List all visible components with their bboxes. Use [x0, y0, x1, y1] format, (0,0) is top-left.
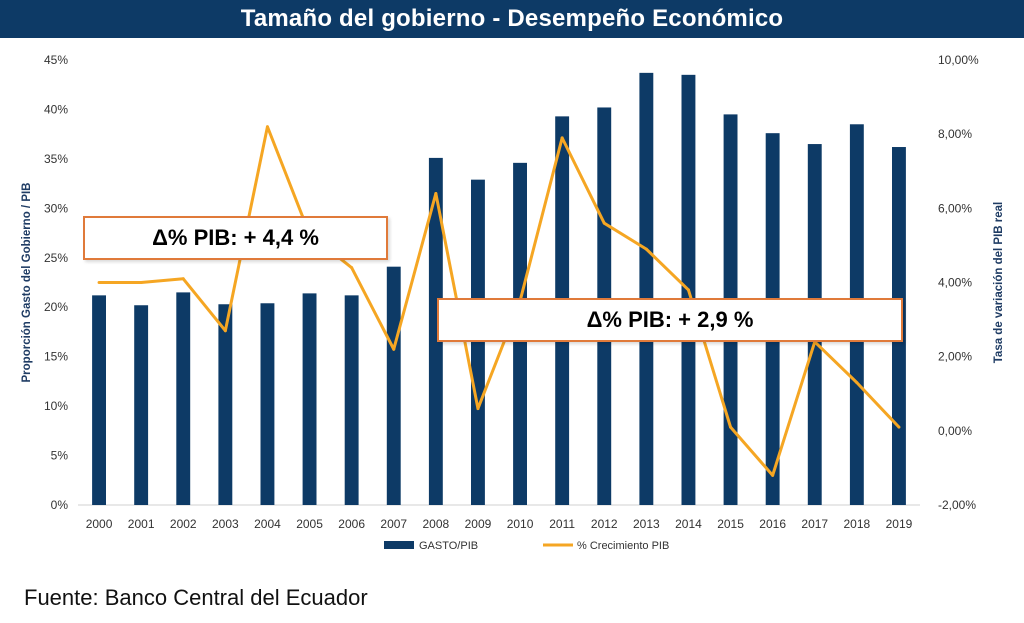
callout-gdp-growth-second-period: Δ% PIB: + 2,9 % [437, 298, 903, 342]
line-point [771, 473, 775, 477]
y-tick-label: 0% [51, 498, 69, 512]
y-axis-title: Proporción Gasto del Gobierno / PIB [21, 183, 33, 383]
y-tick-label: 45% [44, 53, 68, 67]
y2-tick-label: 8,00% [938, 127, 972, 141]
bar-gasto-pib [428, 157, 443, 505]
line-point [139, 281, 143, 284]
bar-gasto-pib [639, 72, 654, 505]
bar-gasto-pib [176, 292, 191, 505]
y-tick-label: 15% [44, 350, 68, 364]
y-tick-label: 10% [44, 399, 68, 413]
bar-gasto-pib [92, 295, 106, 505]
x-tick-label: 2007 [380, 517, 407, 531]
legend-label-line: % Crecimiento PIB [577, 540, 669, 552]
line-point [476, 407, 480, 411]
line-point [729, 425, 733, 429]
y2-tick-label: 4,00% [938, 276, 972, 290]
line-point [602, 221, 606, 225]
bar-gasto-pib [218, 304, 233, 505]
x-tick-label: 2010 [507, 517, 534, 531]
combo-chart: 0% 5% 10% 15% 20% 25% 30% 35% 40% 45% -2,00% 0,00% 2… [21, 53, 1005, 552]
x-tick-label: 2017 [801, 517, 828, 531]
y-tick-label: 40% [44, 102, 68, 116]
title-bar: Tamaño del gobierno - Desempeño Económic… [0, 0, 1024, 38]
bar-gasto-pib [302, 293, 317, 505]
line-crecimiento-pib [99, 125, 901, 477]
callout-gdp-growth-first-period: Δ% PIB: + 4,4 % [83, 216, 388, 260]
line-point [223, 329, 227, 333]
x-tick-label: 2018 [843, 517, 870, 531]
x-tick-label: 2013 [633, 517, 660, 531]
x-tick-label: 2001 [128, 517, 155, 531]
x-tick-label: 2005 [296, 517, 323, 531]
y2-tick-label: 6,00% [938, 201, 972, 215]
x-tick-label: 2015 [717, 517, 744, 531]
bar-gasto-pib [134, 305, 149, 505]
page-title: Tamaño del gobierno - Desempeño Económic… [240, 5, 784, 32]
y2-tick-label: 10,00% [938, 53, 979, 67]
source-note: Fuente: Banco Central del Ecuador [24, 585, 368, 610]
line-point [265, 125, 269, 129]
x-tick-label: 2016 [759, 517, 786, 531]
callout-text: Δ% PIB: + 2,9 % [586, 307, 754, 332]
x-tick-label: 2000 [86, 517, 113, 531]
bar-gasto-pib [386, 266, 401, 505]
bar-gasto-pib [260, 303, 275, 505]
x-tick-label: 2003 [212, 517, 239, 531]
line-point [181, 277, 185, 281]
legend-label-bar: GASTO/PIB [419, 540, 478, 552]
y-tick-label: 5% [51, 449, 69, 463]
chart-area: 0% 5% 10% 15% 20% 25% 30% 35% 40% 45% -2,00% 0,00% 2… [0, 40, 1024, 575]
x-tick-label: 2012 [591, 517, 618, 531]
line-point [97, 281, 101, 284]
line-point [392, 347, 396, 351]
y2-tick-label: 0,00% [938, 424, 972, 438]
y2-axis-title: Tasa de variación del PIB real [993, 202, 1005, 364]
x-tick-label: 2002 [170, 517, 197, 531]
x-tick-label: 2008 [422, 517, 449, 531]
line-point [644, 247, 648, 251]
x-tick-label: 2011 [549, 517, 575, 531]
callout-text: Δ% PIB: + 4,4 % [152, 225, 319, 250]
line-point [855, 381, 859, 385]
line-point [560, 136, 564, 140]
y-tick-label: 20% [44, 300, 68, 314]
y-tick-label: 35% [44, 152, 68, 166]
y2-tick-label: -2,00% [938, 498, 976, 512]
line-point [350, 266, 354, 270]
line-point [434, 192, 438, 195]
line-point [686, 288, 690, 292]
y2-tick-label: 2,00% [938, 350, 972, 364]
y-tick-label: 25% [44, 251, 68, 265]
x-tick-label: 2004 [254, 517, 281, 531]
x-tick-label: 2014 [675, 517, 702, 531]
bar-gasto-pib [471, 179, 485, 505]
bar-gasto-pib [344, 295, 359, 505]
y-tick-label: 30% [44, 201, 68, 215]
x-tick-label: 2006 [338, 517, 365, 531]
x-tick-label: 2019 [886, 517, 913, 531]
x-tick-label: 2009 [465, 517, 492, 531]
legend-swatch-bar [384, 541, 414, 549]
line-point [897, 425, 901, 429]
